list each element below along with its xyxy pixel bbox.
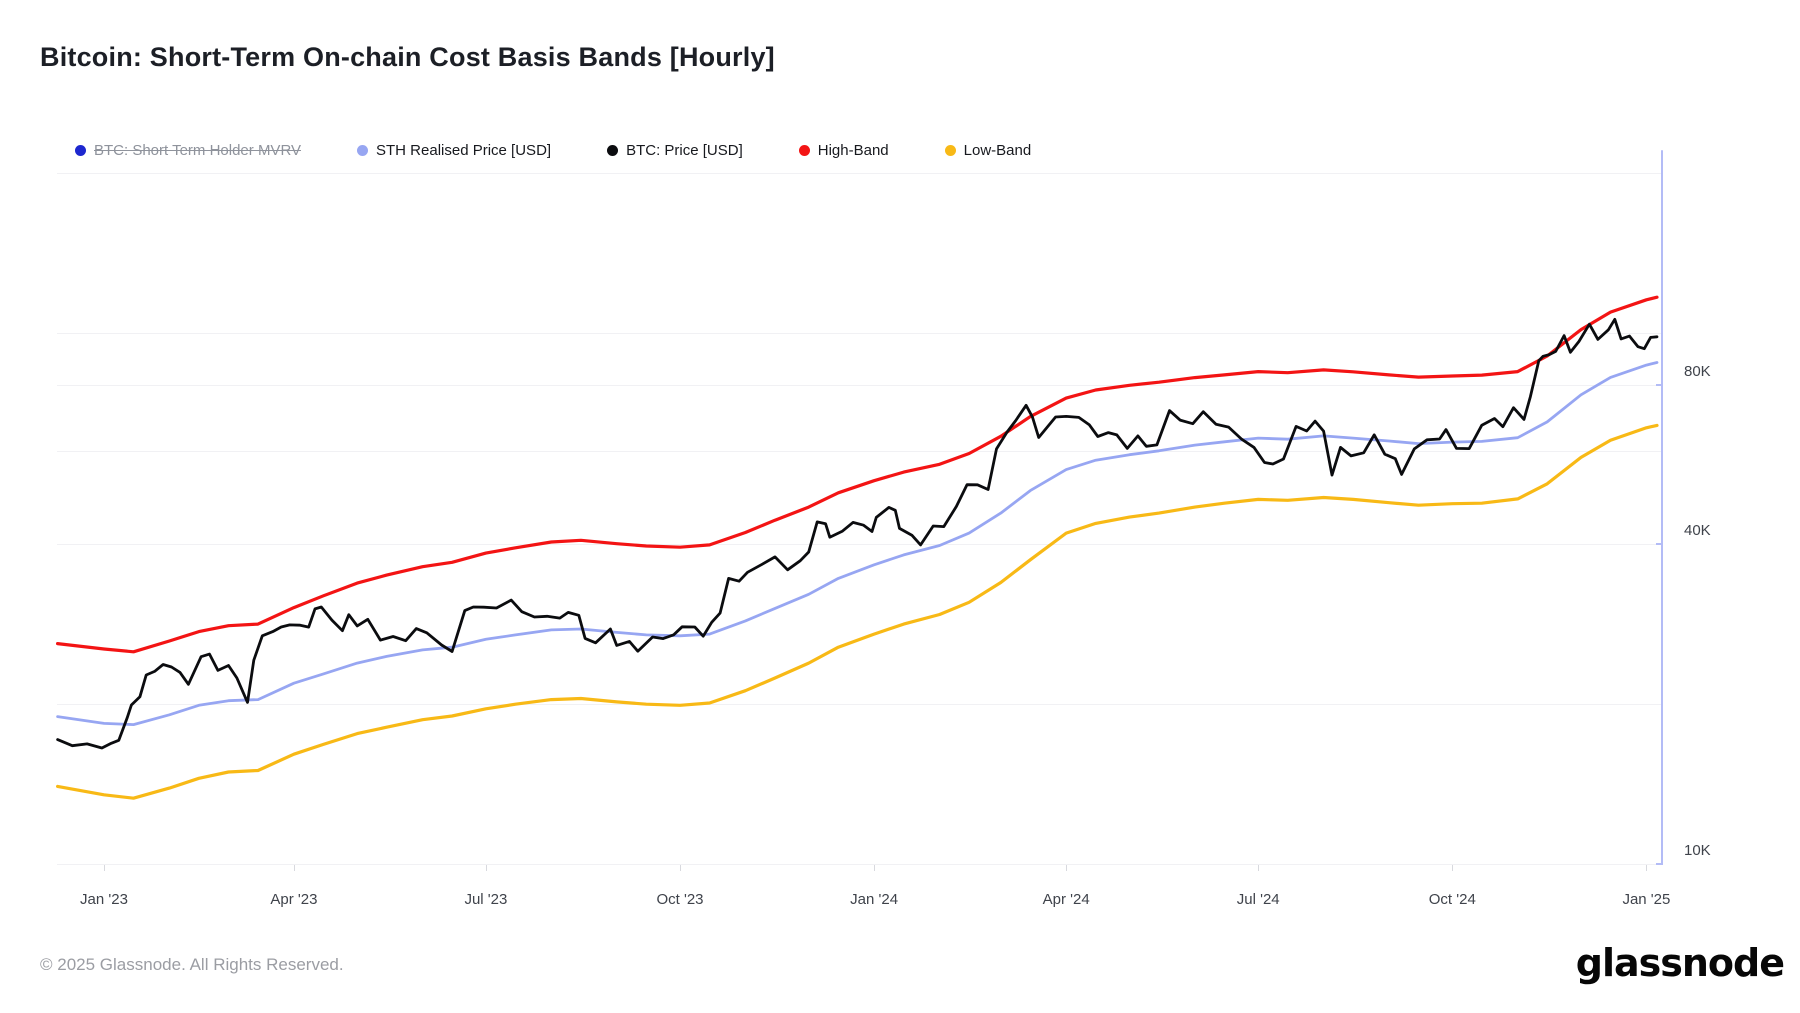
legend-item-high-band[interactable]: High-Band: [798, 142, 889, 159]
x-axis-label: Jan '24: [850, 891, 899, 908]
legend-dot-icon: [357, 145, 369, 156]
x-axis-tick: [1258, 865, 1260, 871]
legend-dot-icon: [607, 145, 619, 156]
y-axis-label: 10K: [1684, 842, 1711, 859]
y-axis-tick: [1656, 383, 1663, 386]
legend-item-label: Low-Band: [963, 142, 1032, 159]
y-gridline: [57, 384, 1662, 386]
x-axis-label: Jan '25: [1622, 891, 1671, 908]
legend-item-label: High-Band: [817, 142, 889, 159]
x-axis-label: Jul '23: [464, 891, 508, 908]
x-axis-tick: [1646, 865, 1648, 871]
legend-item-label: BTC: Short Term Holder MVRV: [94, 142, 302, 159]
x-axis-tick: [293, 865, 295, 871]
footer-copyright: © 2025 Glassnode. All Rights Reserved.: [40, 955, 344, 974]
y-axis-tick: [1656, 543, 1663, 546]
legend-item-label: STH Realised Price [USD]: [376, 142, 552, 159]
x-axis-label: Jul '24: [1236, 891, 1280, 908]
y-gridline: [57, 450, 1662, 452]
series-line-high-band: [55, 295, 1659, 654]
x-axis-label: Apr '24: [1042, 891, 1090, 908]
x-axis-tick: [1066, 865, 1068, 871]
page-title: Bitcoin: Short-Term On-chain Cost Basis …: [40, 42, 775, 72]
legend-dot-icon: [75, 145, 86, 156]
x-axis-label: Jan '23: [80, 891, 128, 908]
legend-dot-icon: [944, 145, 956, 156]
legend-item-btc-price[interactable]: BTC: Price [USD]: [607, 142, 743, 159]
legend-item-label: BTC: Price [USD]: [626, 142, 743, 159]
x-axis-tick: [1452, 865, 1454, 871]
x-axis-tick: [874, 865, 876, 871]
y-axis-label: 40K: [1684, 522, 1711, 540]
x-axis-tick: [485, 865, 487, 871]
series-line-low-band: [55, 423, 1659, 800]
y-gridline: [57, 333, 1662, 334]
x-axis-tick: [680, 865, 681, 871]
glassnode-logo: glassnode: [1575, 941, 1785, 985]
legend-dot-icon: [798, 145, 810, 156]
legend-item-sth-realised-price[interactable]: STH Realised Price [USD]: [357, 142, 551, 159]
x-axis-tick: [104, 865, 105, 871]
series-line-sth-realised-price-usd: [56, 361, 1659, 726]
y-axis-tick: [1656, 863, 1663, 865]
x-axis-label: Oct '24: [1428, 891, 1476, 908]
y-gridline: [57, 704, 1662, 706]
chart-legend: BTC: Short Term Holder MVRV STH Realised…: [75, 142, 1031, 159]
y-axis-line: [1661, 150, 1663, 864]
y-gridline: [57, 544, 1662, 546]
x-axis-label: Oct '23: [656, 891, 704, 908]
y-axis-label: 80K: [1684, 362, 1711, 380]
legend-item-sth-mvrv[interactable]: BTC: Short Term Holder MVRV: [75, 142, 301, 159]
y-gridline: [57, 173, 1662, 175]
y-gridline: [57, 864, 1662, 865]
x-axis-label: Apr '23: [270, 891, 318, 908]
series-line-btc-price-usd: [56, 317, 1659, 750]
legend-item-low-band[interactable]: Low-Band: [944, 142, 1032, 159]
